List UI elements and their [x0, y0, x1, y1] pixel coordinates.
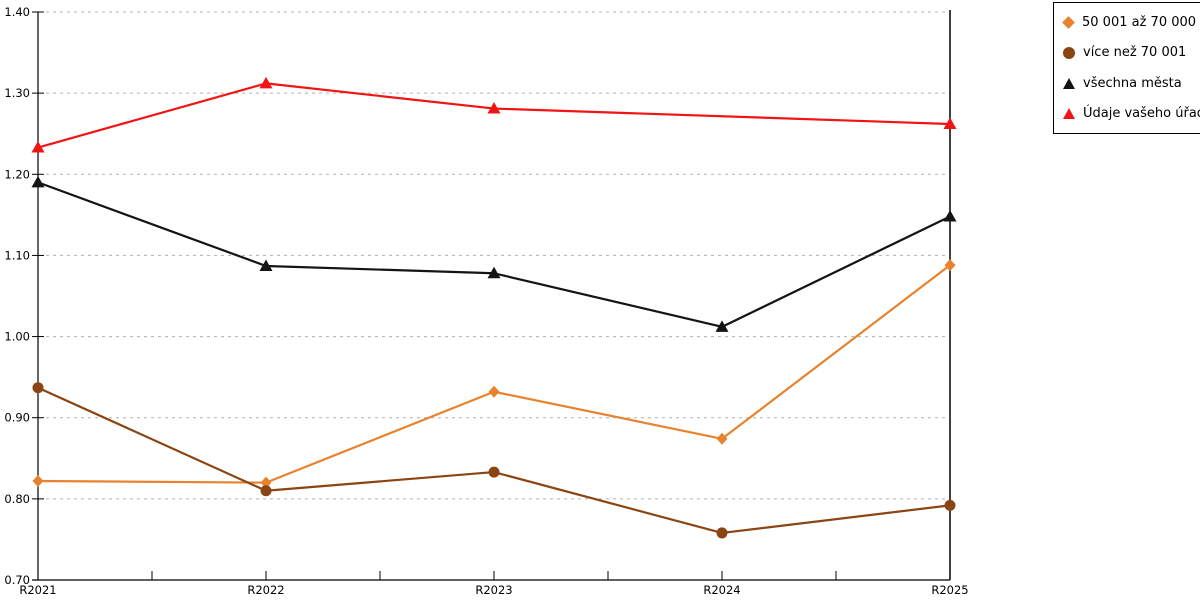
legend-item: více než 70 001 [1063, 45, 1200, 60]
svg-text:0.80: 0.80 [4, 492, 30, 506]
svg-text:1.30: 1.30 [4, 86, 30, 100]
diamond-marker-icon [1062, 15, 1075, 29]
legend-label: Údaje vašeho úřadu [1083, 106, 1200, 122]
svg-text:1.10: 1.10 [4, 248, 30, 262]
legend-item: Údaje vašeho úřadu [1063, 106, 1200, 121]
legend-label: všechna města [1083, 75, 1182, 91]
svg-text:R2022: R2022 [247, 583, 284, 597]
legend: 50 001 až 70 000 více než 70 001 všechna… [1053, 2, 1200, 134]
svg-text:1.00: 1.00 [4, 330, 30, 344]
svg-text:1.20: 1.20 [4, 167, 30, 181]
svg-text:0.90: 0.90 [4, 411, 30, 425]
svg-text:R2021: R2021 [19, 583, 56, 597]
svg-text:0.70: 0.70 [4, 573, 30, 587]
svg-text:1.40: 1.40 [4, 5, 30, 19]
triangle-marker-icon [1063, 108, 1075, 120]
svg-text:R2024: R2024 [703, 583, 740, 597]
legend-label: více než 70 001 [1083, 45, 1187, 61]
circle-marker-icon [1063, 46, 1075, 59]
svg-text:R2023: R2023 [475, 583, 512, 597]
triangle-marker-icon [1063, 77, 1075, 89]
svg-text:R2025: R2025 [931, 583, 968, 597]
legend-label: 50 001 až 70 000 [1082, 14, 1197, 30]
legend-item: všechna města [1063, 76, 1200, 91]
legend-item: 50 001 až 70 000 [1062, 14, 1200, 30]
